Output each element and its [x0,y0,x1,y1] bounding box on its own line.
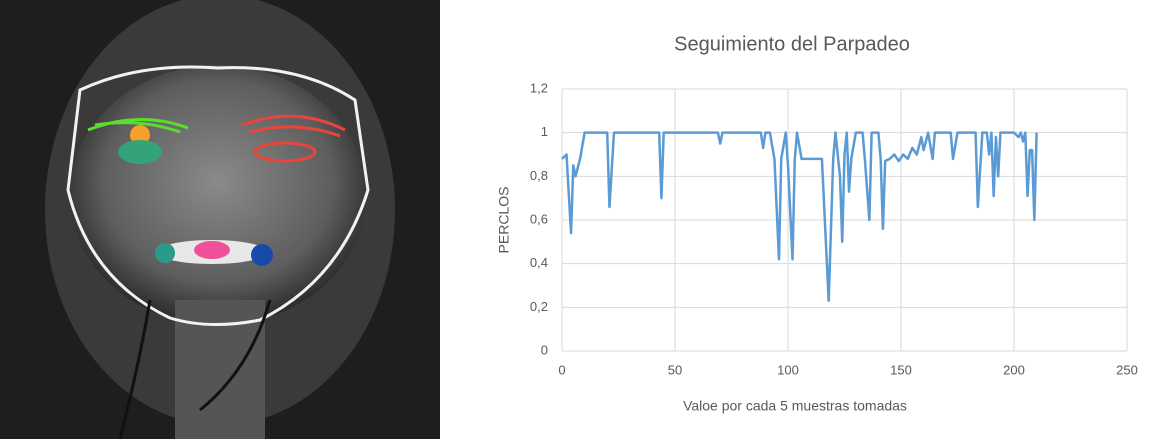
x-tick-label: 50 [668,362,682,377]
x-tick-label: 250 [1116,362,1138,377]
page: Seguimiento del Parpadeo Valoe por cada … [0,0,1159,439]
x-tick-label: 100 [777,362,799,377]
x-tick-label: 0 [558,362,565,377]
data-line [562,133,1037,301]
mouth-center [194,241,230,259]
chart-title: Seguimiento del Parpadeo [674,33,910,55]
plot-area: 0 0,2 0,4 0,6 0,8 1 1,2 0 50 100 150 200 250 [530,80,1138,377]
x-tick-label: 200 [1003,362,1025,377]
y-tick-label: 0 [541,342,548,357]
y-tick-label: 0,6 [530,211,548,226]
x-tick-label: 150 [890,362,912,377]
y-tick-label: 0,4 [530,255,548,270]
y-tick-label: 0,2 [530,299,548,314]
mouth-corner-left [155,243,175,263]
left-eye [118,140,162,164]
face [70,65,366,325]
x-axis-label: Valoe por cada 5 muestras tomadas [683,398,907,414]
mouth-corner-right [251,244,273,266]
y-tick-label: 0,8 [530,168,548,183]
y-tick-label: 1,2 [530,80,548,95]
figure: Seguimiento del Parpadeo Valoe por cada … [0,0,1159,439]
y-axis-label: PERCLOS [496,187,512,254]
y-tick-label: 1 [541,124,548,139]
face-photo [0,0,440,439]
